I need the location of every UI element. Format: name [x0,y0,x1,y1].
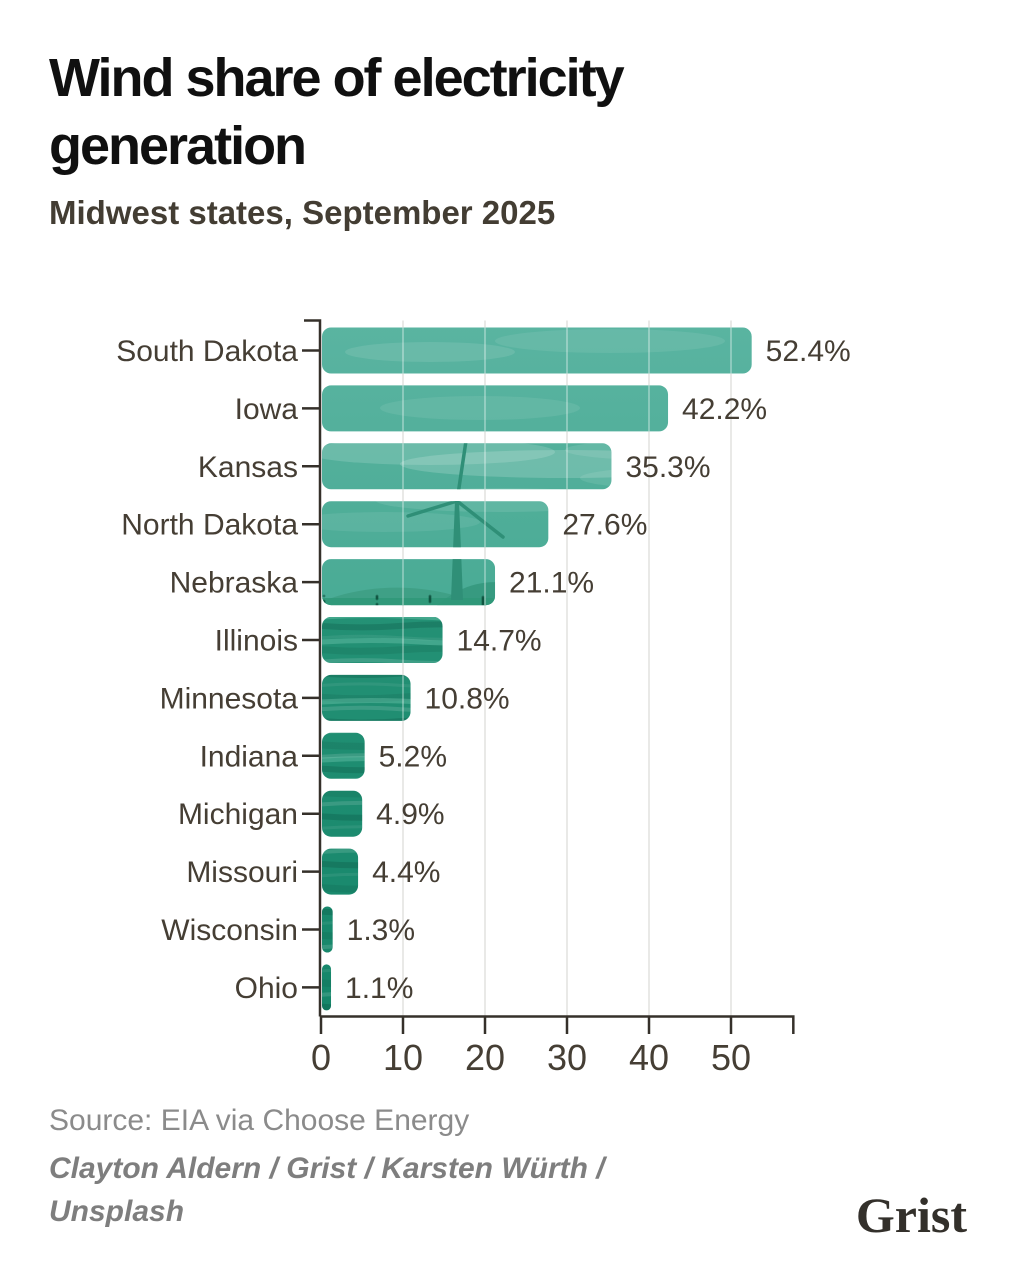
photo-wave [322,896,752,904]
photo-grass-dot [322,603,326,607]
photo-wave [322,610,752,618]
chart-subtitle: Midwest states, September 2025 [49,194,556,231]
photo-wave [322,621,752,631]
x-tick-label: 20 [465,1037,505,1078]
photo-wave-highlight [322,698,724,706]
category-label-kansas: Kansas [198,451,298,484]
credit-line: Clayton Aldern / Grist / Karsten Würth /… [49,1152,605,1228]
x-tick-label: 30 [547,1037,587,1078]
x-tick-label: 10 [383,1037,423,1078]
photo-wave [322,835,752,846]
grist-logo: Grist [855,1187,967,1243]
photo-wave [322,644,752,655]
photo-grass-dot [322,602,326,606]
photo-wave [322,730,752,736]
photo-grass-dot [375,602,379,606]
value-label: 35.3% [625,451,710,484]
value-label: 42.2% [682,393,767,426]
x-tick-label: 50 [711,1037,751,1078]
axes [302,319,795,1034]
photo-cloud [495,329,725,353]
y-axis-domain [304,319,322,1017]
photo-grass-dot [375,594,379,598]
photo-turbine-blade [406,499,459,518]
photo-grass-dot [481,595,485,599]
photo-wave [322,716,752,726]
value-label: 1.3% [347,914,415,947]
value-label: 14.7% [457,625,542,658]
photo-cloud [322,512,480,532]
value-label: 1.1% [345,972,413,1005]
photo-wave [322,658,752,666]
photo-cloud [345,342,515,362]
category-label-nebraska: Nebraska [170,567,299,600]
category-label-missouri: Missouri [186,856,298,889]
photo-wave-highlight [322,613,724,621]
category-label-south-dakota: South Dakota [116,335,298,368]
category-label-ohio: Ohio [235,972,298,1005]
photo-grass-dot [322,606,326,610]
photo-cloud [380,396,580,420]
category-label-minnesota: Minnesota [160,682,299,715]
photo-grass-dot [375,606,379,610]
category-label-illinois: Illinois [215,625,298,658]
value-label: 4.4% [372,856,440,889]
value-label: 5.2% [379,740,447,773]
photo-wave [322,848,752,856]
photo-grass-dot [428,594,432,598]
value-label: 27.6% [562,509,647,542]
photo-cloud [322,439,555,465]
photo-wave [322,907,752,916]
photo-grass-dot [322,604,326,608]
photo-grass-dot [428,605,432,609]
category-label-north-dakota: North Dakota [121,509,298,542]
photo-turbine-hub [453,497,461,505]
photo-wave [322,669,752,678]
photo-grass-dot [375,605,379,609]
category-label-michigan: Michigan [178,798,298,831]
photo-wave [322,1002,752,1011]
value-label: 10.8% [425,682,510,715]
value-label: 4.9% [376,798,444,831]
photo-grass-dot [322,594,326,598]
x-axis-domain [320,1015,795,1034]
value-label: 21.1% [509,567,594,600]
photo-grass-dot [428,606,432,610]
photo-wave [322,705,752,713]
category-label-iowa: Iowa [235,393,299,426]
photo-wave [322,777,752,784]
category-label-wisconsin: Wisconsin [161,914,298,947]
value-label: 52.4% [766,335,851,368]
source-note: Source: EIA via Choose Energy [49,1104,470,1137]
photo-turbine-blade [455,499,505,539]
x-tick-label: 40 [629,1037,669,1078]
photo-grass-dot [322,599,326,603]
photo-grass-dot [322,605,326,609]
chart-title: Wind share of electricity generation [49,48,625,177]
labels: South Dakota Iowa Kansas North Dakota Nebras… [116,335,851,1078]
gridlines [402,320,732,1017]
category-label-indiana: Indiana [200,740,299,773]
x-tick-label: 0 [311,1037,331,1078]
photo-wave [322,954,752,964]
photo-wave [322,787,752,798]
